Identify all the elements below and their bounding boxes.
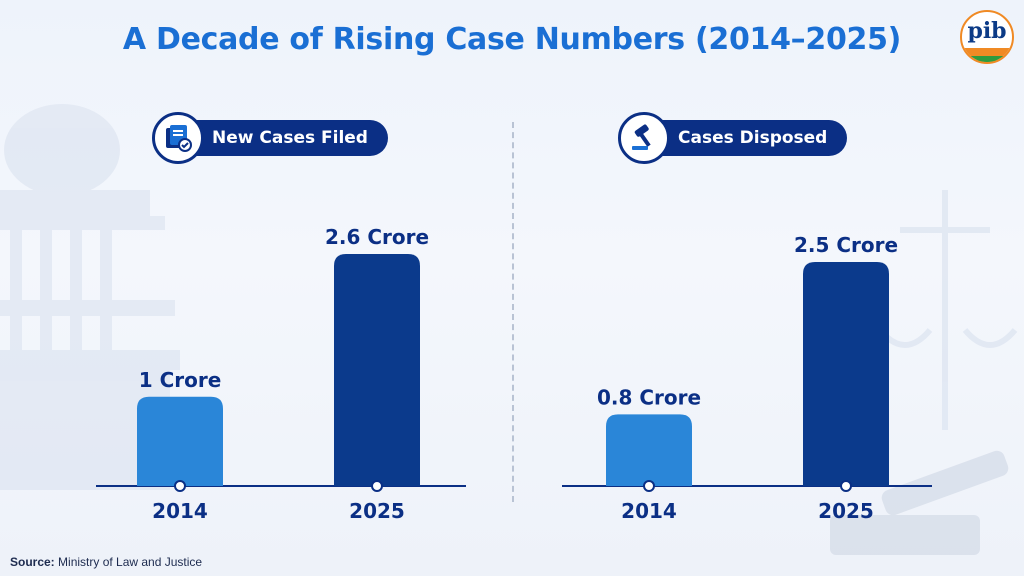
tick-marker (840, 480, 852, 492)
bar-2025 (334, 254, 420, 486)
panel-title-label: New Cases Filed (212, 128, 368, 148)
tick-label: 2025 (818, 499, 874, 523)
logo-text: pib (967, 18, 1007, 44)
source-note: Source: Ministry of Law and Justice (10, 555, 202, 569)
tick-label: 2014 (152, 499, 208, 523)
pib-logo: pib (960, 10, 1014, 64)
tick-marker (643, 480, 655, 492)
panel-title-label: Cases Disposed (678, 128, 828, 148)
tick-marker (174, 480, 186, 492)
data-label: 0.8 Crore (597, 385, 701, 409)
bar-2014 (137, 396, 223, 486)
bar-2014 (606, 414, 692, 486)
gavel-icon (618, 112, 670, 164)
source-label: Source: (10, 555, 55, 569)
data-label: 2.5 Crore (794, 233, 898, 257)
tick-label: 2014 (621, 499, 677, 523)
panel-title-cases-disposed: Cases Disposed (618, 112, 848, 164)
data-label: 2.6 Crore (325, 225, 429, 249)
tick-label: 2025 (349, 499, 405, 523)
panel-title-new-cases: New Cases Filed (152, 112, 388, 164)
tick-marker (371, 480, 383, 492)
documents-check-icon (152, 112, 204, 164)
source-text: Ministry of Law and Justice (58, 555, 203, 569)
page-title: A Decade of Rising Case Numbers (2014–20… (122, 22, 902, 57)
panel-divider (512, 122, 514, 502)
data-label: 1 Crore (139, 368, 222, 392)
bar-2025 (803, 262, 889, 486)
logo-band-green (962, 56, 1012, 62)
